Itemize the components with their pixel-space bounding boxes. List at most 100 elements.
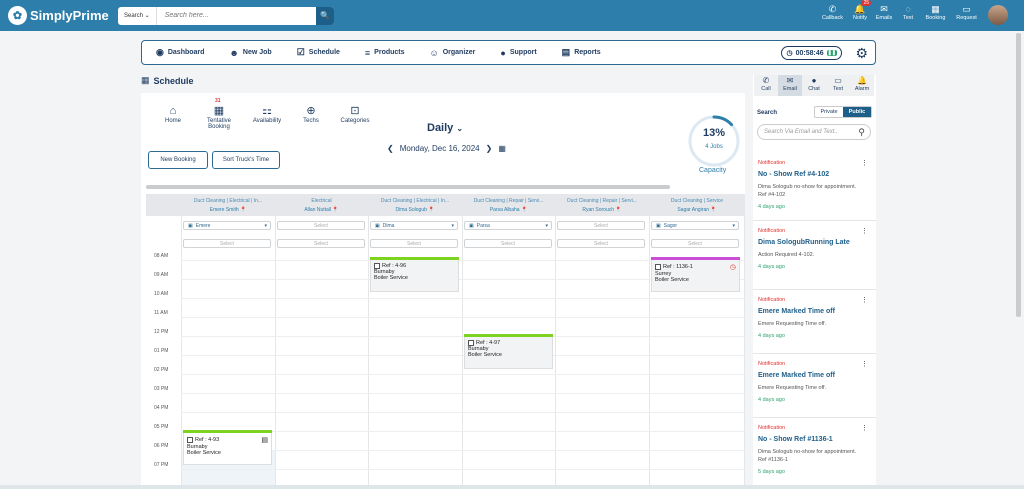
brand-logo[interactable]: ✿ SimplyPrime: [8, 6, 116, 25]
tool-techs[interactable]: ⊕ Techs: [297, 104, 325, 130]
horizontal-scrollbar[interactable]: [146, 185, 670, 189]
truck-icon: ▣: [188, 222, 193, 229]
text-icon: ◌: [905, 4, 911, 14]
tool-availability[interactable]: ⚏ Availability: [247, 104, 287, 130]
tech-column[interactable]: [649, 216, 745, 489]
page-scrollbar[interactable]: [1016, 33, 1021, 317]
tech-column-header[interactable]: Duct Cleaning | Repair | Servi... Ryan So…: [555, 194, 649, 216]
sidebar-search-input[interactable]: Search Via Email and Text.. ⚲: [757, 124, 871, 140]
emails-button[interactable]: ✉ Emails: [875, 4, 893, 21]
notify-button[interactable]: 🔔 25 Notify: [852, 0, 871, 21]
tool-categories[interactable]: ⊡ Categories: [335, 104, 375, 130]
chevron-right-icon[interactable]: ❯: [485, 144, 493, 153]
pause-icon[interactable]: ❚❚: [826, 50, 837, 56]
sort-trucks-button[interactable]: Sort Truck's Time: [212, 151, 280, 169]
job-checkbox[interactable]: [374, 263, 380, 269]
tech-column[interactable]: [462, 216, 555, 489]
search-input[interactable]: [156, 12, 297, 19]
notification-item[interactable]: Notification ⋮ No - Show Ref #1136-1 Dima…: [758, 425, 868, 475]
tech-column-header[interactable]: Duct Cleaning | Electrical | In... Dima S…: [368, 194, 462, 216]
organizer-icon: ☺: [429, 47, 439, 58]
booking-button[interactable]: ▦ Booking: [923, 3, 948, 21]
more-options-icon[interactable]: ⋮: [861, 361, 868, 368]
nav-support[interactable]: ● Support: [500, 47, 537, 58]
more-options-icon[interactable]: ⋮: [861, 425, 868, 432]
notification-item[interactable]: Notification ⋮ No - Show Ref #4-102 Dima …: [753, 153, 876, 221]
job-checkbox[interactable]: [655, 264, 661, 270]
truck-select[interactable]: ▣ Parsa ▾: [464, 221, 552, 230]
tech-column-header[interactable]: Duct Cleaning | Repair | Servi... Parsa A…: [462, 194, 555, 216]
assign-select[interactable]: Select: [651, 239, 739, 248]
truck-select[interactable]: Select: [277, 221, 365, 230]
tool-tentative-booking[interactable]: 31 ▦ Tentative Booking: [201, 98, 237, 130]
time-label: 04 PM: [154, 405, 169, 411]
assign-select[interactable]: Select: [370, 239, 458, 248]
gear-icon[interactable]: ⚙: [855, 45, 868, 61]
new-booking-button[interactable]: New Booking: [148, 151, 208, 169]
notify-badge: 25: [861, 0, 871, 6]
tech-column[interactable]: [275, 216, 368, 489]
notification-item[interactable]: Notification ⋮ Emere Marked Time off Emer…: [753, 290, 876, 354]
job-card[interactable]: Ref : 4-96 Burnaby Boiler Service: [370, 257, 459, 292]
tab-chat[interactable]: ● Chat: [802, 75, 826, 96]
callback-button[interactable]: ✆ Callback: [821, 4, 844, 21]
toggle-public[interactable]: Public: [843, 107, 871, 117]
job-card[interactable]: Ref : 1136-1 ◷ Surrey Boiler Service: [651, 257, 740, 292]
search-icon[interactable]: ⚲: [858, 126, 865, 137]
notification-item[interactable]: Notification ⋮ Dima SologubRunning Late A…: [753, 221, 876, 290]
current-date: Monday, Dec 16, 2024: [399, 144, 480, 153]
assign-select[interactable]: Select: [557, 239, 645, 248]
tab-email[interactable]: ✉ Email: [778, 75, 802, 96]
chevron-left-icon[interactable]: ❮: [387, 144, 394, 153]
more-options-icon[interactable]: ⋮: [861, 160, 868, 167]
job-checkbox[interactable]: [187, 437, 193, 443]
time-label: 09 AM: [154, 272, 169, 278]
request-button[interactable]: ▭ Request: [954, 3, 979, 21]
search-scope-select[interactable]: Search ⌄: [118, 6, 157, 25]
job-card[interactable]: Ref : 4-93 ▤ Burnaby Boiler Service: [183, 430, 272, 465]
assign-select[interactable]: Select: [464, 239, 552, 248]
search-icon: 🔍: [320, 11, 330, 20]
tab-alarm[interactable]: 🔔 Alarm: [850, 75, 874, 96]
assign-select[interactable]: Select: [183, 239, 271, 248]
tech-column-header[interactable]: Duct Cleaning | Electrical | In... Emere …: [181, 194, 275, 216]
hour-line: [181, 355, 745, 356]
truck-select[interactable]: ▣ Emere ▾: [183, 221, 271, 230]
tentative-booking-icon: ▦: [213, 105, 225, 117]
nav-schedule[interactable]: ☑ Schedule: [296, 47, 340, 57]
nav-products[interactable]: ≡ Products: [364, 47, 405, 58]
truck-select[interactable]: ▣ Dima ▾: [370, 221, 458, 230]
user-avatar[interactable]: [988, 5, 1008, 25]
calendar-picker-icon[interactable]: ▦: [498, 144, 506, 153]
truck-select[interactable]: Select: [557, 221, 645, 230]
job-checkbox[interactable]: [468, 340, 474, 346]
nav-organizer[interactable]: ☺ Organizer: [429, 47, 476, 58]
hour-line: [181, 317, 745, 318]
notification-item[interactable]: Notification ⋮ Emere Marked Time off Emer…: [753, 354, 876, 418]
more-options-icon[interactable]: ⋮: [861, 228, 868, 235]
tech-column[interactable]: [368, 216, 462, 489]
work-timer[interactable]: ◷ 00:58:46 ❚❚: [781, 46, 842, 60]
job-card[interactable]: Ref : 4-97 Burnaby Boiler Service: [464, 334, 553, 369]
chevron-down-icon: ▾: [264, 222, 267, 229]
main-nav: ◉ Dashboard ☻ New Job ☑ Schedule ≡ Products …: [141, 40, 876, 65]
nav-reports[interactable]: ▤ Reports: [561, 47, 601, 57]
new-job-icon: ☻: [229, 47, 239, 58]
view-mode-select[interactable]: Daily ⌄: [427, 122, 464, 134]
tool-home[interactable]: ⌂ Home: [155, 104, 191, 130]
tech-column-header[interactable]: Electrical Allan Nuttall 📍: [275, 194, 368, 216]
more-options-icon[interactable]: ⋮: [861, 297, 868, 304]
tech-column[interactable]: [555, 216, 649, 489]
toggle-private[interactable]: Private: [820, 109, 838, 115]
time-label: 02 PM: [154, 367, 169, 373]
nav-dashboard[interactable]: ◉ Dashboard: [156, 47, 205, 57]
search-button[interactable]: 🔍: [316, 6, 334, 25]
tech-column-header[interactable]: Duct Cleaning | Service Sagar Angiran 📍: [649, 194, 745, 216]
text-button[interactable]: ◌ Text: [899, 3, 917, 21]
assign-select[interactable]: Select: [277, 239, 365, 248]
time-label: 10 AM: [154, 291, 169, 297]
tab-text[interactable]: ▭ Text: [826, 75, 850, 96]
tab-call[interactable]: ✆ Call: [754, 75, 778, 96]
nav-new-job[interactable]: ☻ New Job: [229, 47, 272, 58]
truck-select[interactable]: ▣ Sagor ▾: [651, 221, 739, 230]
